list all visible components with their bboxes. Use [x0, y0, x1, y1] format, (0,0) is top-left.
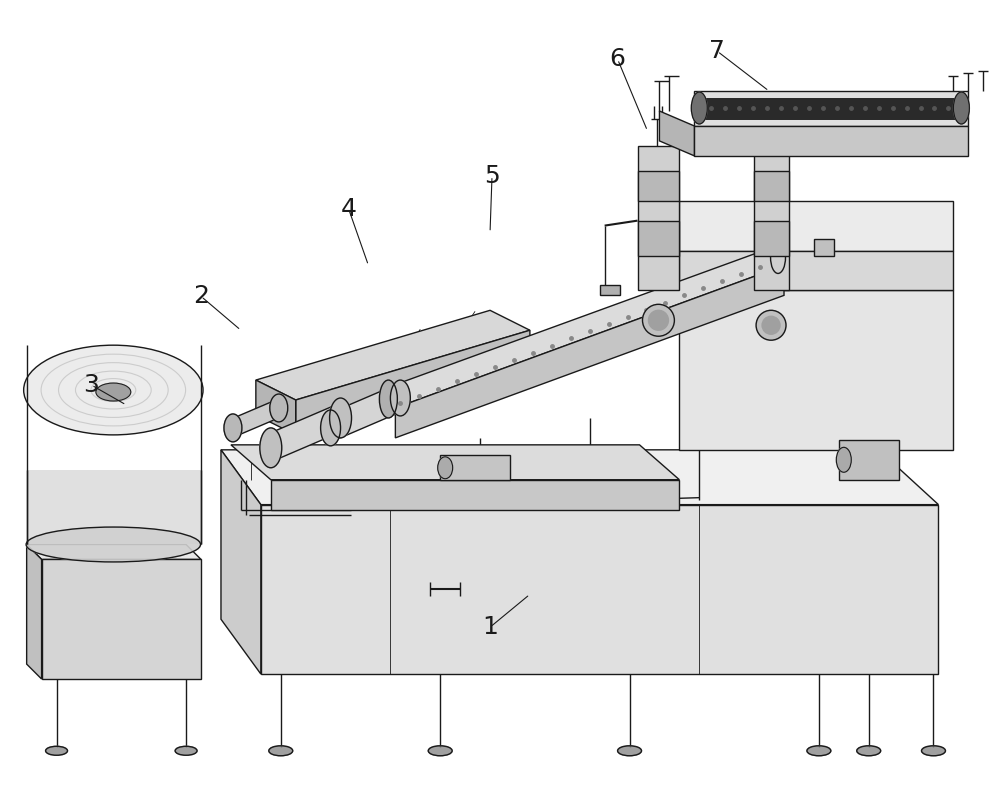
Polygon shape: [231, 445, 679, 480]
Ellipse shape: [379, 380, 397, 418]
Polygon shape: [326, 385, 405, 440]
Ellipse shape: [26, 527, 201, 562]
Polygon shape: [380, 249, 784, 408]
Polygon shape: [440, 455, 510, 480]
Ellipse shape: [96, 383, 131, 401]
Ellipse shape: [438, 457, 453, 478]
Polygon shape: [679, 201, 953, 250]
Polygon shape: [221, 450, 261, 674]
Ellipse shape: [762, 316, 780, 334]
Ellipse shape: [691, 92, 707, 124]
Polygon shape: [296, 330, 530, 435]
Polygon shape: [229, 400, 286, 435]
Polygon shape: [704, 98, 958, 119]
Ellipse shape: [260, 428, 282, 468]
Ellipse shape: [648, 310, 668, 330]
Polygon shape: [256, 380, 296, 435]
Ellipse shape: [953, 92, 969, 124]
Polygon shape: [659, 111, 694, 156]
Polygon shape: [42, 559, 201, 679]
Polygon shape: [221, 450, 938, 505]
Ellipse shape: [46, 746, 68, 755]
Ellipse shape: [756, 310, 786, 340]
Ellipse shape: [643, 304, 674, 336]
Polygon shape: [638, 221, 679, 255]
Polygon shape: [395, 266, 784, 438]
Text: 1: 1: [482, 615, 498, 639]
Polygon shape: [27, 470, 201, 545]
Ellipse shape: [618, 746, 642, 756]
Polygon shape: [638, 170, 679, 201]
Polygon shape: [694, 126, 968, 156]
Ellipse shape: [330, 398, 352, 438]
Ellipse shape: [24, 345, 203, 435]
Polygon shape: [27, 545, 201, 559]
Polygon shape: [814, 238, 834, 255]
Ellipse shape: [836, 447, 851, 472]
Polygon shape: [679, 250, 953, 290]
Polygon shape: [694, 91, 968, 126]
Ellipse shape: [857, 746, 881, 756]
Ellipse shape: [321, 410, 341, 446]
Polygon shape: [266, 405, 346, 460]
Text: 2: 2: [193, 284, 209, 308]
Text: 6: 6: [610, 47, 626, 71]
Polygon shape: [638, 146, 679, 290]
Polygon shape: [271, 480, 679, 510]
Text: 3: 3: [83, 373, 99, 397]
Ellipse shape: [224, 414, 242, 442]
Text: 7: 7: [709, 39, 725, 63]
Ellipse shape: [771, 242, 786, 274]
Ellipse shape: [269, 746, 293, 756]
Polygon shape: [839, 440, 899, 480]
Polygon shape: [679, 290, 953, 450]
Text: 5: 5: [484, 164, 500, 188]
Text: 4: 4: [341, 197, 357, 221]
Polygon shape: [256, 310, 530, 400]
Ellipse shape: [428, 746, 452, 756]
Ellipse shape: [807, 746, 831, 756]
Polygon shape: [600, 286, 620, 295]
Polygon shape: [27, 545, 42, 679]
Polygon shape: [754, 131, 789, 290]
Polygon shape: [261, 505, 938, 674]
Ellipse shape: [922, 746, 945, 756]
Ellipse shape: [175, 746, 197, 755]
Polygon shape: [754, 221, 789, 255]
Ellipse shape: [270, 394, 288, 422]
Ellipse shape: [390, 380, 410, 416]
Polygon shape: [754, 170, 789, 201]
